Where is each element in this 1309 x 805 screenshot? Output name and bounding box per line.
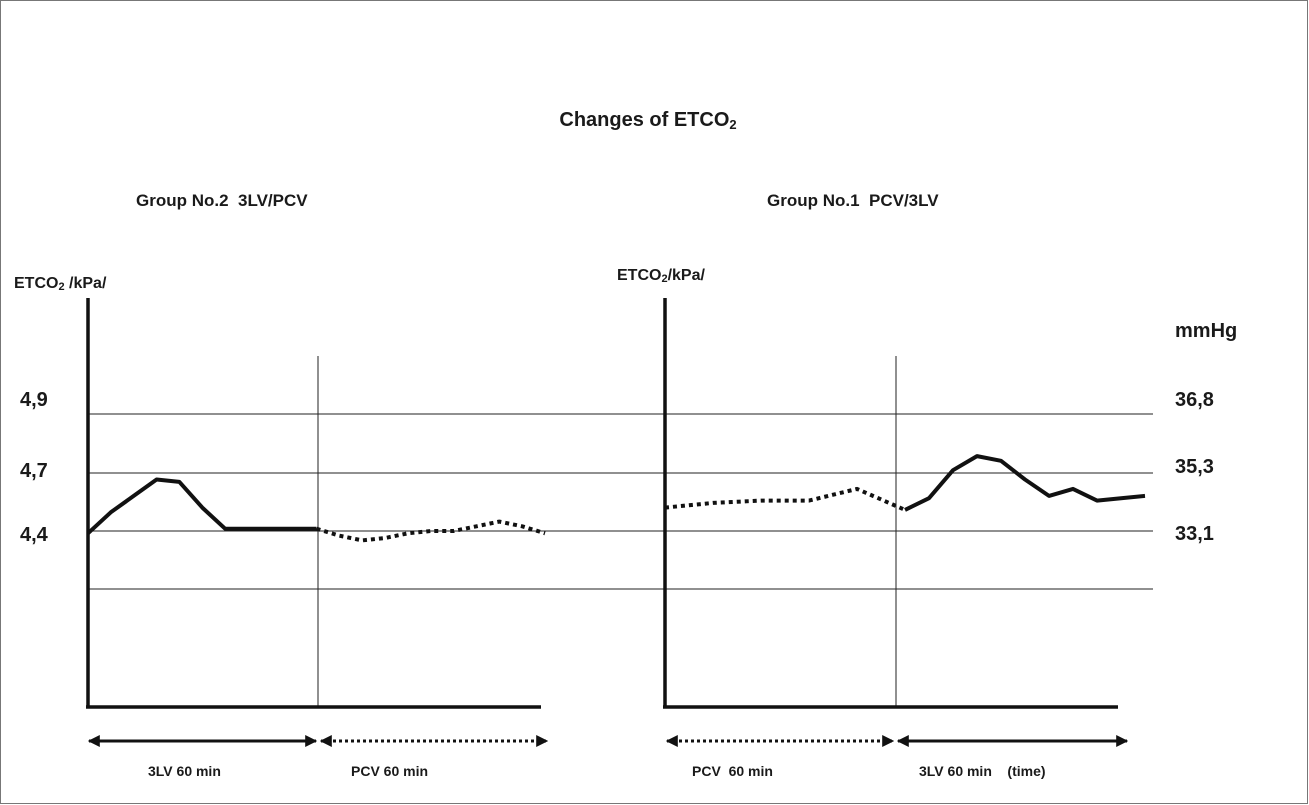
y-tick-label: 4,9	[20, 389, 48, 411]
right-axis-unit-label: mmHg	[1175, 320, 1237, 342]
series-line-0-1	[315, 519, 546, 543]
right-y-tick-label: 33,1	[1175, 523, 1214, 545]
phase-label: PCV 60 min	[692, 763, 773, 779]
y-tick-label: 4,4	[20, 524, 49, 546]
y-tick-label: 4,7	[20, 460, 48, 482]
phase-label: 3LV 60 min	[148, 763, 221, 779]
phase-label: 3LV 60 min (time)	[919, 763, 1046, 779]
left-panel-subtitle: Group No.2 3LV/PCV	[136, 191, 308, 210]
phase-label: PCV 60 min	[351, 763, 428, 779]
right-y-tick-label: 36,8	[1175, 389, 1214, 411]
left-y-axis-label: ETCO2 /kPa/	[14, 275, 107, 293]
phase-arrow-layer: 3LV 60 min PCV 60 min PCV 60 min 3LV 60 min…	[87, 735, 1129, 779]
series-line-1-0	[664, 486, 906, 512]
series-layer	[86, 454, 1146, 543]
right-y-tick-label: 35,3	[1175, 456, 1214, 478]
chart-title: Changes of ETCO2	[559, 109, 736, 132]
right-panel-subtitle: Group No.1 PCV/3LV	[767, 191, 939, 210]
right-y-axis-label: ETCO2/kPa/	[617, 267, 705, 285]
